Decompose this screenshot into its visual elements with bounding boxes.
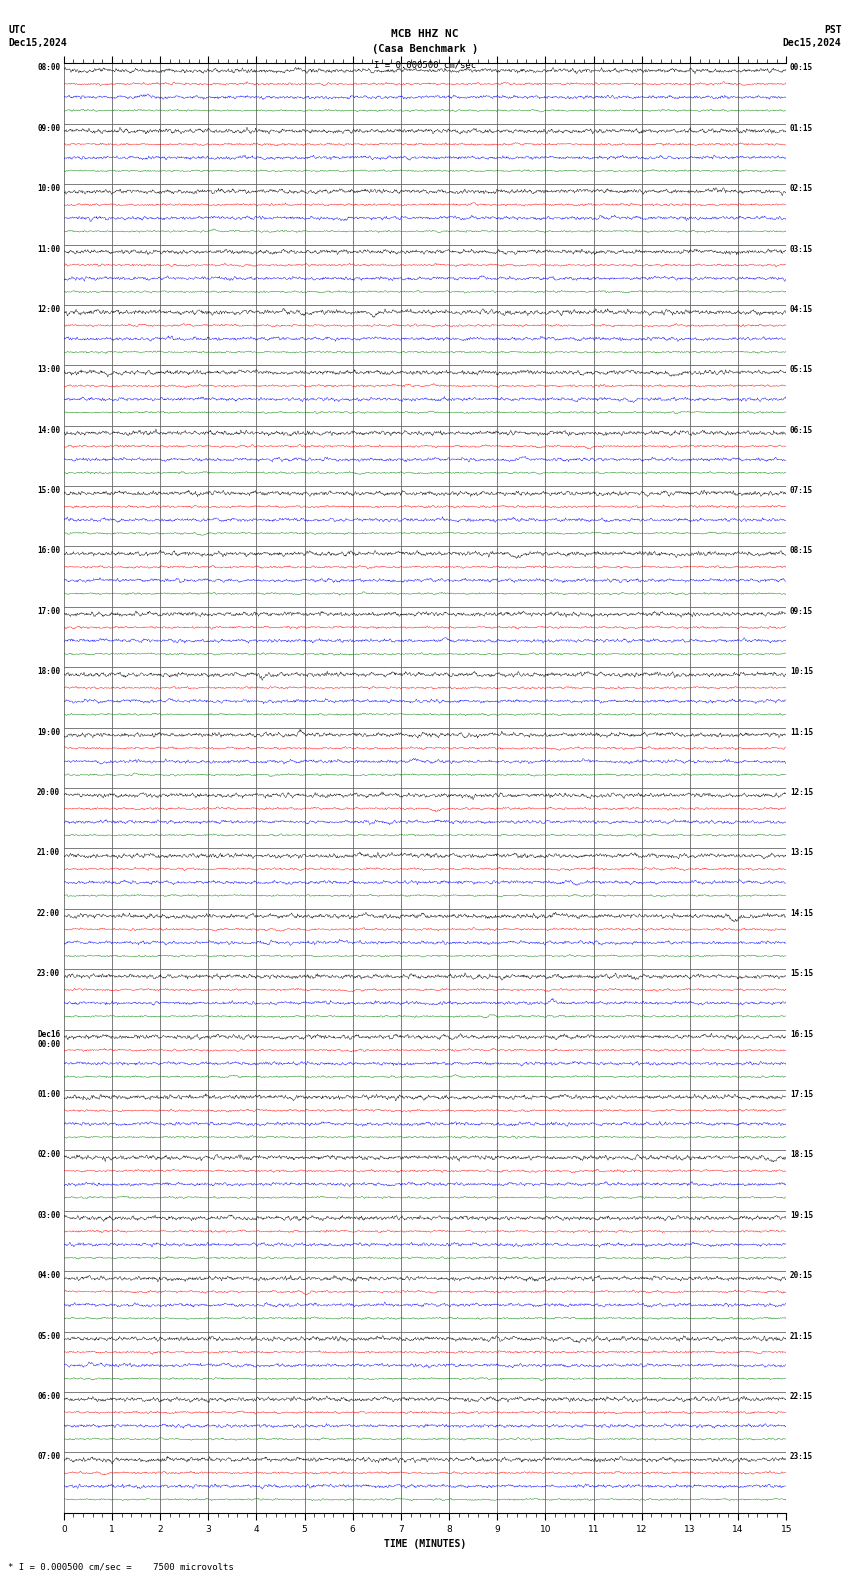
Text: 10:00: 10:00 (37, 184, 60, 193)
Text: MCB HHZ NC: MCB HHZ NC (391, 29, 459, 38)
Text: Dec16
00:00: Dec16 00:00 (37, 1030, 60, 1049)
Text: 23:00: 23:00 (37, 969, 60, 979)
Text: 00:15: 00:15 (790, 63, 813, 73)
Text: 19:15: 19:15 (790, 1210, 813, 1220)
Text: 11:15: 11:15 (790, 727, 813, 737)
Text: 03:00: 03:00 (37, 1210, 60, 1220)
Text: 12:15: 12:15 (790, 789, 813, 797)
Text: 15:00: 15:00 (37, 486, 60, 496)
Text: 10:15: 10:15 (790, 667, 813, 676)
Text: 06:15: 06:15 (790, 426, 813, 434)
Text: 06:00: 06:00 (37, 1392, 60, 1400)
Text: 20:00: 20:00 (37, 789, 60, 797)
Text: 02:00: 02:00 (37, 1150, 60, 1159)
Text: PST: PST (824, 25, 842, 35)
Text: I = 0.000500 cm/sec: I = 0.000500 cm/sec (374, 60, 476, 70)
Text: 09:00: 09:00 (37, 124, 60, 133)
Text: 05:15: 05:15 (790, 366, 813, 374)
Text: 17:00: 17:00 (37, 607, 60, 616)
Text: Dec15,2024: Dec15,2024 (8, 38, 67, 48)
Text: 22:15: 22:15 (790, 1392, 813, 1400)
Text: Dec15,2024: Dec15,2024 (783, 38, 842, 48)
Text: 21:15: 21:15 (790, 1332, 813, 1340)
Text: 12:00: 12:00 (37, 304, 60, 314)
Text: 23:15: 23:15 (790, 1453, 813, 1462)
Text: UTC: UTC (8, 25, 26, 35)
Text: 22:00: 22:00 (37, 909, 60, 917)
Text: 16:00: 16:00 (37, 546, 60, 556)
Text: 04:15: 04:15 (790, 304, 813, 314)
Text: 15:15: 15:15 (790, 969, 813, 979)
Text: 07:00: 07:00 (37, 1453, 60, 1462)
Text: 04:00: 04:00 (37, 1270, 60, 1280)
X-axis label: TIME (MINUTES): TIME (MINUTES) (384, 1540, 466, 1549)
Text: 08:15: 08:15 (790, 546, 813, 556)
Text: * I = 0.000500 cm/sec =    7500 microvolts: * I = 0.000500 cm/sec = 7500 microvolts (8, 1562, 235, 1571)
Text: 20:15: 20:15 (790, 1270, 813, 1280)
Text: 07:15: 07:15 (790, 486, 813, 496)
Text: 21:00: 21:00 (37, 849, 60, 857)
Text: 03:15: 03:15 (790, 244, 813, 253)
Text: 09:15: 09:15 (790, 607, 813, 616)
Text: 01:15: 01:15 (790, 124, 813, 133)
Text: 13:00: 13:00 (37, 366, 60, 374)
Text: (Casa Benchmark ): (Casa Benchmark ) (371, 44, 478, 54)
Text: 11:00: 11:00 (37, 244, 60, 253)
Text: 14:15: 14:15 (790, 909, 813, 917)
Text: 13:15: 13:15 (790, 849, 813, 857)
Text: 02:15: 02:15 (790, 184, 813, 193)
Text: 16:15: 16:15 (790, 1030, 813, 1039)
Text: 17:15: 17:15 (790, 1090, 813, 1099)
Text: 05:00: 05:00 (37, 1332, 60, 1340)
Text: 14:00: 14:00 (37, 426, 60, 434)
Text: 01:00: 01:00 (37, 1090, 60, 1099)
Text: 19:00: 19:00 (37, 727, 60, 737)
Text: 08:00: 08:00 (37, 63, 60, 73)
Text: 18:15: 18:15 (790, 1150, 813, 1159)
Text: 18:00: 18:00 (37, 667, 60, 676)
